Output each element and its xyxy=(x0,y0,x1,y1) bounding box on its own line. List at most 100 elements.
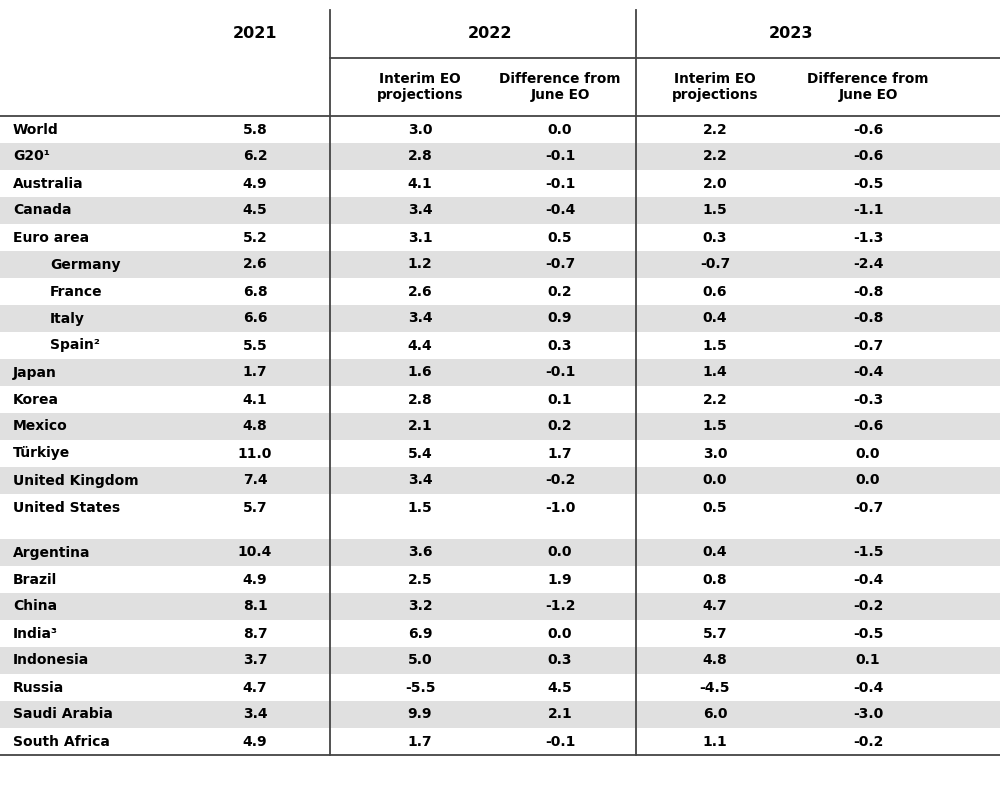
Text: -0.2: -0.2 xyxy=(853,600,883,614)
Bar xyxy=(0,620,1000,647)
Text: 5.7: 5.7 xyxy=(703,626,727,641)
Text: 4.9: 4.9 xyxy=(243,176,267,191)
Bar xyxy=(0,170,1000,197)
Bar xyxy=(0,674,1000,701)
Text: 4.5: 4.5 xyxy=(548,680,572,694)
Text: Japan: Japan xyxy=(13,365,57,380)
Text: Italy: Italy xyxy=(50,312,85,326)
Text: 1.7: 1.7 xyxy=(243,365,267,380)
Text: 0.3: 0.3 xyxy=(548,339,572,353)
Text: 1.9: 1.9 xyxy=(548,573,572,586)
Text: 6.6: 6.6 xyxy=(243,312,267,326)
Text: 10.4: 10.4 xyxy=(238,546,272,559)
Text: 8.1: 8.1 xyxy=(243,600,267,614)
Text: 0.1: 0.1 xyxy=(548,392,572,407)
Text: 2.2: 2.2 xyxy=(703,149,727,164)
Text: 8.7: 8.7 xyxy=(243,626,267,641)
Text: -0.8: -0.8 xyxy=(853,285,883,298)
Bar xyxy=(0,251,1000,278)
Text: 0.3: 0.3 xyxy=(703,230,727,244)
Text: 2.2: 2.2 xyxy=(703,123,727,137)
Text: 4.7: 4.7 xyxy=(243,680,267,694)
Text: Brazil: Brazil xyxy=(13,573,57,586)
Text: 6.9: 6.9 xyxy=(408,626,432,641)
Text: -0.8: -0.8 xyxy=(853,312,883,326)
Text: 2.1: 2.1 xyxy=(548,707,572,721)
Text: 0.2: 0.2 xyxy=(548,285,572,298)
Text: 6.8: 6.8 xyxy=(243,285,267,298)
Text: -0.6: -0.6 xyxy=(853,149,883,164)
Text: Interim EO
projections: Interim EO projections xyxy=(377,72,463,102)
Bar xyxy=(0,386,1000,413)
Text: 0.0: 0.0 xyxy=(703,474,727,487)
Text: 5.8: 5.8 xyxy=(243,123,267,137)
Text: -0.7: -0.7 xyxy=(700,258,730,271)
Text: -0.1: -0.1 xyxy=(545,176,575,191)
Text: 1.1: 1.1 xyxy=(703,735,727,748)
Text: Euro area: Euro area xyxy=(13,230,89,244)
Text: 4.7: 4.7 xyxy=(703,600,727,614)
Text: -0.7: -0.7 xyxy=(853,501,883,514)
Bar xyxy=(0,467,1000,494)
Text: Spain²: Spain² xyxy=(50,339,100,353)
Text: -0.2: -0.2 xyxy=(853,735,883,748)
Text: -1.1: -1.1 xyxy=(853,203,883,218)
Bar xyxy=(0,494,1000,521)
Bar xyxy=(0,332,1000,359)
Text: 3.1: 3.1 xyxy=(408,230,432,244)
Text: 2023: 2023 xyxy=(769,27,814,41)
Text: 5.2: 5.2 xyxy=(243,230,267,244)
Text: 0.2: 0.2 xyxy=(548,419,572,433)
Text: 3.4: 3.4 xyxy=(243,707,267,721)
Text: Saudi Arabia: Saudi Arabia xyxy=(13,707,113,721)
Text: -0.2: -0.2 xyxy=(545,474,575,487)
Bar xyxy=(0,593,1000,620)
Text: 4.8: 4.8 xyxy=(703,653,727,668)
Text: -0.1: -0.1 xyxy=(545,365,575,380)
Text: 0.0: 0.0 xyxy=(548,626,572,641)
Text: 2022: 2022 xyxy=(468,27,512,41)
Text: 5.5: 5.5 xyxy=(243,339,267,353)
Text: Mexico: Mexico xyxy=(13,419,68,433)
Text: 5.4: 5.4 xyxy=(408,446,432,460)
Bar xyxy=(0,116,1000,143)
Text: -1.2: -1.2 xyxy=(545,600,575,614)
Text: -1.3: -1.3 xyxy=(853,230,883,244)
Text: 4.1: 4.1 xyxy=(243,392,267,407)
Text: 0.5: 0.5 xyxy=(548,230,572,244)
Text: 4.1: 4.1 xyxy=(408,176,432,191)
Text: 7.4: 7.4 xyxy=(243,474,267,487)
Text: -5.5: -5.5 xyxy=(405,680,435,694)
Text: 4.9: 4.9 xyxy=(243,573,267,586)
Text: -0.4: -0.4 xyxy=(853,365,883,380)
Text: 1.4: 1.4 xyxy=(703,365,727,380)
Text: 2.6: 2.6 xyxy=(243,258,267,271)
Text: 3.6: 3.6 xyxy=(408,546,432,559)
Text: -3.0: -3.0 xyxy=(853,707,883,721)
Text: China: China xyxy=(13,600,57,614)
Text: 3.7: 3.7 xyxy=(243,653,267,668)
Text: 3.0: 3.0 xyxy=(703,446,727,460)
Text: -2.4: -2.4 xyxy=(853,258,883,271)
Text: 5.0: 5.0 xyxy=(408,653,432,668)
Text: South Africa: South Africa xyxy=(13,735,110,748)
Text: Difference from
June EO: Difference from June EO xyxy=(499,72,621,102)
Text: Korea: Korea xyxy=(13,392,59,407)
Text: 0.8: 0.8 xyxy=(703,573,727,586)
Text: -0.7: -0.7 xyxy=(545,258,575,271)
Text: 2.8: 2.8 xyxy=(408,392,432,407)
Text: 3.4: 3.4 xyxy=(408,312,432,326)
Text: Difference from
June EO: Difference from June EO xyxy=(807,72,929,102)
Text: 0.1: 0.1 xyxy=(856,653,880,668)
Text: -0.6: -0.6 xyxy=(853,123,883,137)
Text: United States: United States xyxy=(13,501,120,514)
Text: -0.1: -0.1 xyxy=(545,149,575,164)
Text: 2.8: 2.8 xyxy=(408,149,432,164)
Text: 0.0: 0.0 xyxy=(548,546,572,559)
Text: World: World xyxy=(13,123,59,137)
Text: 0.5: 0.5 xyxy=(703,501,727,514)
Bar xyxy=(0,305,1000,332)
Text: India³: India³ xyxy=(13,626,58,641)
Text: G20¹: G20¹ xyxy=(13,149,50,164)
Bar xyxy=(0,413,1000,440)
